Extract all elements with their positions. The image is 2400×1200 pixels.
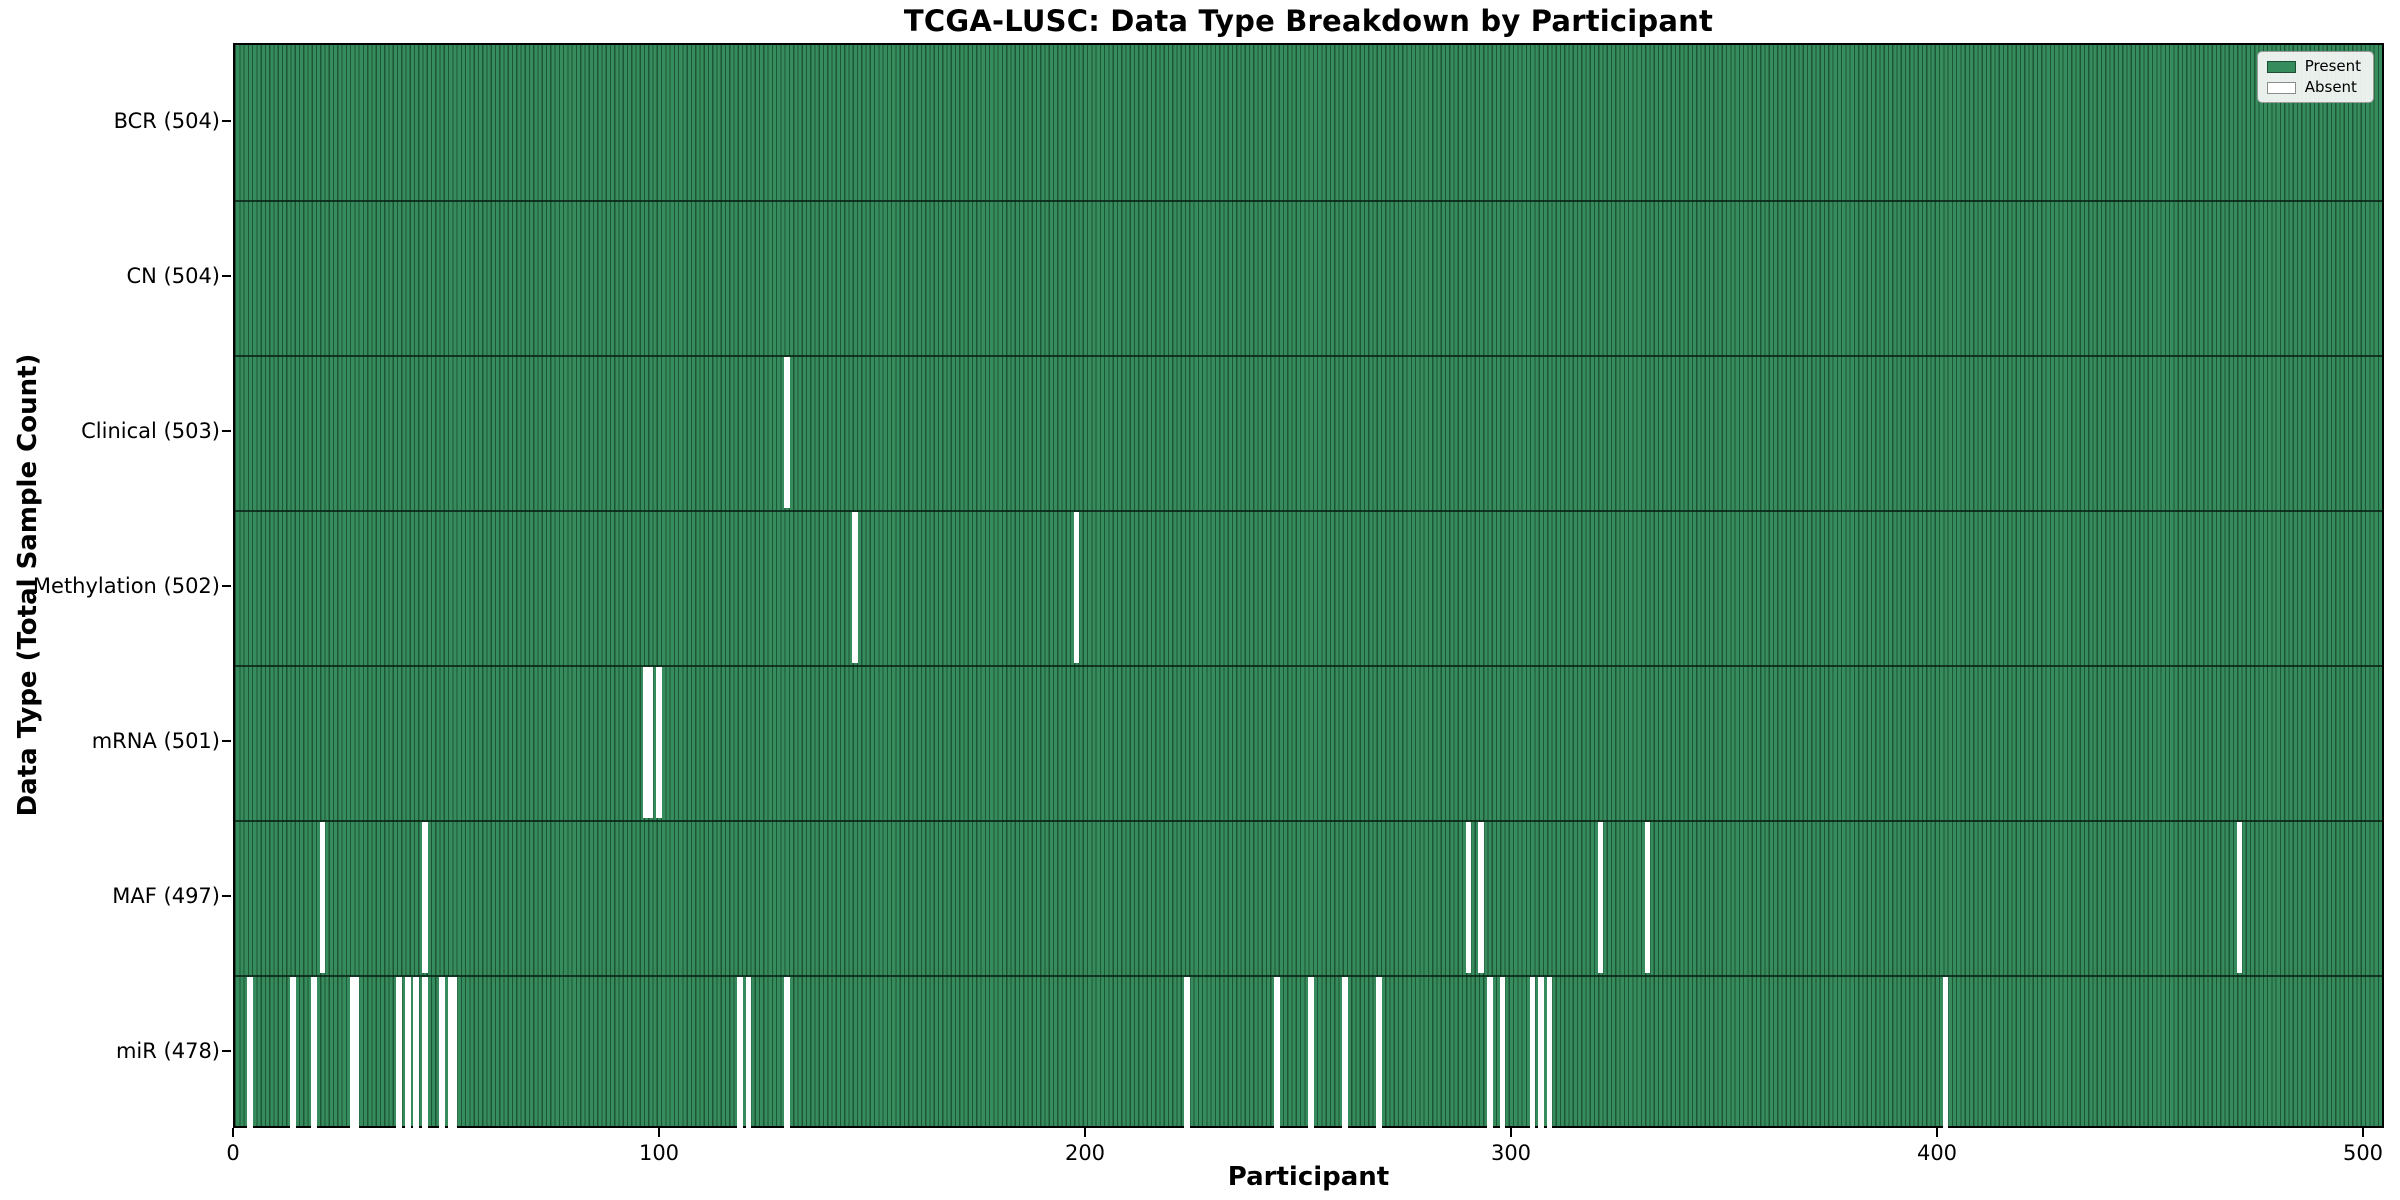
chart-title: TCGA-LUSC: Data Type Breakdown by Partic… xyxy=(903,4,1714,38)
legend-entry: Absent xyxy=(2266,78,2361,96)
y-tick-label-CN: CN (504) xyxy=(126,263,220,288)
absent-gap-miR-223 xyxy=(1184,977,1191,1128)
absent-gap-mRNA-97 xyxy=(647,667,654,818)
x-tick-label-200: 200 xyxy=(1064,1141,1106,1165)
legend-label: Absent xyxy=(2304,78,2357,96)
x-tick-label-500: 500 xyxy=(2342,1141,2384,1165)
legend-swatch-icon xyxy=(2266,60,2296,73)
legend-swatch-icon xyxy=(2266,81,2296,94)
absent-gap-miR-401 xyxy=(1942,977,1949,1128)
y-tick-label-BCR: BCR (504) xyxy=(113,108,220,133)
absent-gap-miR-294 xyxy=(1486,977,1493,1128)
absent-gap-miR-244 xyxy=(1273,977,1280,1128)
absent-gap-MAF-470 xyxy=(2236,822,2243,973)
x-tick-label-100: 100 xyxy=(638,1141,680,1165)
x-tick-label-0: 0 xyxy=(226,1141,240,1165)
absent-gap-miR-40 xyxy=(404,977,411,1128)
y-tick-mark xyxy=(222,584,231,587)
row-separator xyxy=(235,975,2382,977)
absent-gap-miR-28 xyxy=(353,977,360,1128)
plot-area: Present Absent xyxy=(233,43,2384,1128)
legend-label: Present xyxy=(2304,57,2361,75)
x-tick-mark xyxy=(1510,1128,1512,1137)
row-separator xyxy=(235,200,2382,202)
absent-gap-miR-304 xyxy=(1529,977,1536,1128)
absent-gap-miR-120 xyxy=(745,977,752,1128)
y-tick-label-MAF: MAF (497) xyxy=(112,883,220,908)
absent-gap-Methylation-145 xyxy=(852,512,858,663)
absent-gap-miR-44 xyxy=(421,977,428,1128)
absent-gap-Methylation-197 xyxy=(1073,512,1080,663)
absent-gap-miR-118 xyxy=(737,977,743,1128)
absent-gap-miR-42 xyxy=(413,977,420,1128)
legend-entry: Present xyxy=(2266,57,2361,75)
absent-gap-Clinical-129 xyxy=(784,357,790,508)
x-tick-mark xyxy=(1084,1128,1086,1137)
absent-gap-miR-252 xyxy=(1308,977,1314,1128)
y-tick-mark xyxy=(222,1049,231,1052)
x-axis-label: Participant xyxy=(1227,1162,1390,1192)
y-tick-mark xyxy=(222,274,231,277)
absent-gap-miR-50 xyxy=(447,977,454,1128)
absent-gap-miR-129 xyxy=(784,977,790,1128)
absent-gap-MAF-331 xyxy=(1644,822,1651,973)
absent-gap-miR-308 xyxy=(1546,977,1553,1128)
absent-gap-miR-48 xyxy=(438,977,445,1128)
y-tick-mark xyxy=(222,429,231,432)
x-tick-label-300: 300 xyxy=(1490,1141,1532,1165)
legend: Present Absent xyxy=(2256,51,2374,103)
row-separator xyxy=(235,355,2382,357)
absent-gap-MAF-320 xyxy=(1597,822,1604,973)
y-tick-label-mRNA: mRNA (501) xyxy=(91,728,220,753)
x-tick-mark xyxy=(1936,1128,1938,1137)
row-separator xyxy=(235,820,2382,822)
absent-gap-mRNA-99 xyxy=(656,667,662,818)
y-tick-label-Clinical: Clinical (503) xyxy=(81,418,220,443)
absent-gap-miR-13 xyxy=(289,977,296,1128)
y-tick-mark xyxy=(222,894,231,897)
row-separator xyxy=(235,510,2382,512)
absent-gap-miR-306 xyxy=(1538,977,1544,1128)
absent-gap-miR-51 xyxy=(451,977,458,1128)
y-tick-label-miR: miR (478) xyxy=(115,1038,220,1063)
absent-gap-miR-18 xyxy=(311,977,317,1128)
y-tick-mark xyxy=(222,119,231,122)
absent-gap-MAF-44 xyxy=(421,822,428,973)
absent-gap-miR-27 xyxy=(349,977,356,1128)
absent-gap-miR-3 xyxy=(247,977,253,1128)
absent-gap-miR-268 xyxy=(1376,977,1382,1128)
x-tick-mark xyxy=(658,1128,660,1137)
absent-gap-miR-297 xyxy=(1499,977,1506,1128)
x-tick-label-400: 400 xyxy=(1916,1141,1958,1165)
row-separator xyxy=(235,665,2382,667)
x-tick-mark xyxy=(232,1128,234,1137)
y-tick-mark xyxy=(222,739,231,742)
absent-gap-mRNA-96 xyxy=(643,667,650,818)
absent-gap-MAF-292 xyxy=(1478,822,1485,973)
x-tick-mark xyxy=(2362,1128,2364,1137)
y-tick-label-Methylation: Methylation (502) xyxy=(32,573,220,598)
absent-gap-miR-260 xyxy=(1342,977,1348,1128)
absent-gap-miR-38 xyxy=(396,977,403,1128)
absent-gap-MAF-20 xyxy=(319,822,326,973)
absent-gap-MAF-289 xyxy=(1465,822,1472,973)
